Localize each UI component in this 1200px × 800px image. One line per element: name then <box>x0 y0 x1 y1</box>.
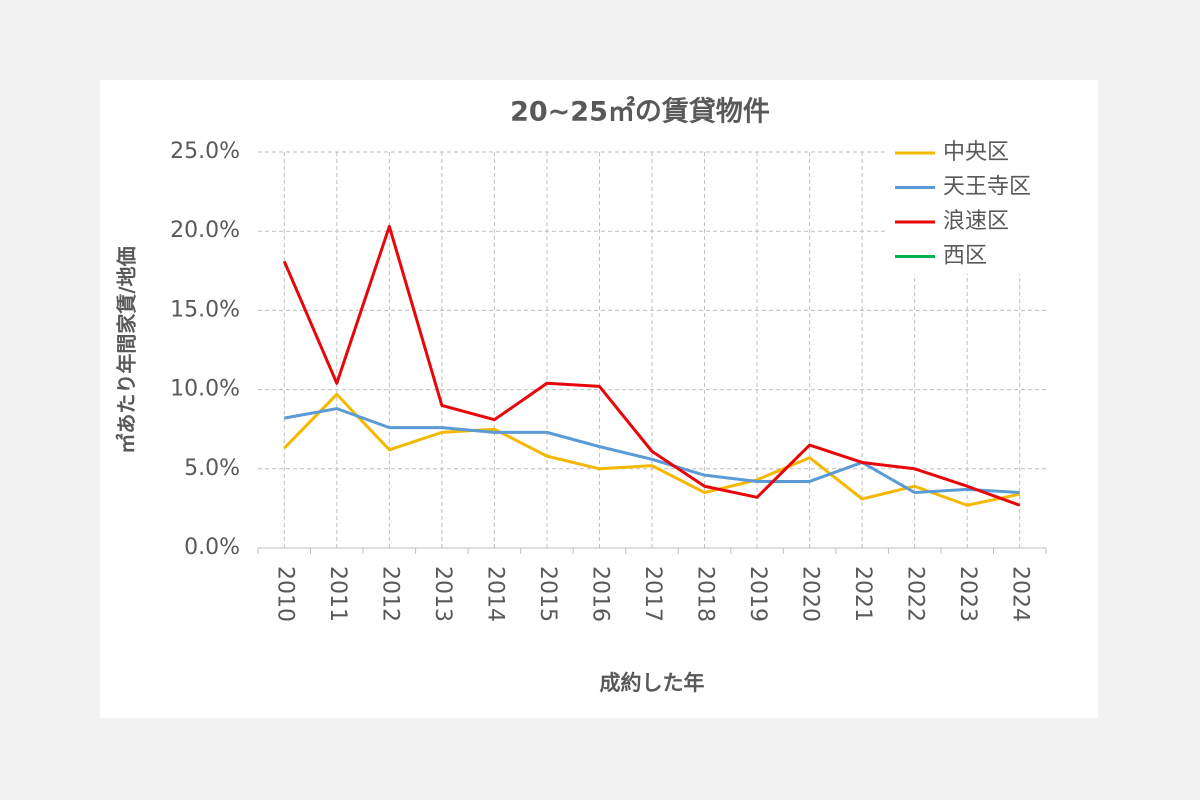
x-tick-label: 2012 <box>377 566 402 622</box>
series-line <box>282 224 1021 507</box>
x-axis-label: 成約した年 <box>600 671 705 695</box>
y-tick-label: 5.0% <box>184 456 240 481</box>
legend-background <box>888 138 1046 274</box>
x-tick-label: 2019 <box>745 566 770 622</box>
x-tick-label: 2020 <box>798 566 823 622</box>
x-tick-label: 2014 <box>482 566 507 622</box>
x-tick-label: 2011 <box>325 566 350 622</box>
x-tick-label: 2015 <box>535 566 560 622</box>
y-tick-label: 10.0% <box>170 377 240 402</box>
x-tick-label: 2021 <box>850 566 875 622</box>
chart-title: 20~25㎡の賃貸物件 <box>510 96 770 128</box>
x-tick-label: 2017 <box>640 566 665 622</box>
series-line <box>283 392 1021 507</box>
series-line <box>283 407 1020 495</box>
y-axis-label: ㎡あたり年間家賃/地価 <box>115 246 139 453</box>
x-tick-label: 2024 <box>1008 566 1033 622</box>
legend-label: 浪速区 <box>943 209 1009 234</box>
x-tick-label: 2013 <box>430 566 455 622</box>
y-tick-label: 25.0% <box>170 139 240 164</box>
x-tick-label: 2016 <box>587 566 612 622</box>
y-tick-label: 0.0% <box>184 535 240 560</box>
legend-label: 中央区 <box>943 140 1009 165</box>
x-tick-label: 2018 <box>693 566 718 622</box>
y-tick-label: 15.0% <box>170 297 240 322</box>
legend-label: 西区 <box>943 244 987 269</box>
x-tick-label: 2010 <box>272 566 297 622</box>
x-tick-label: 2023 <box>955 566 980 622</box>
legend-label: 天王寺区 <box>943 175 1031 200</box>
x-tick-label: 2022 <box>903 566 928 622</box>
y-tick-label: 20.0% <box>170 218 240 243</box>
